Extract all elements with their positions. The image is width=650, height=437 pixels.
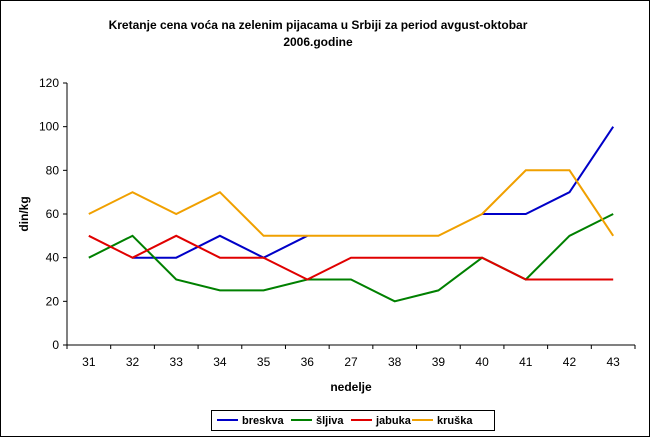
x-axis-label: nedelje xyxy=(330,380,372,394)
legend-label-kruska: kruška xyxy=(437,415,473,427)
series-line-breskva xyxy=(132,126,615,259)
y-tick-label: 100 xyxy=(39,120,59,134)
x-tick-label: 36 xyxy=(301,355,315,369)
x-tick-label: 35 xyxy=(257,355,271,369)
y-axis-label: din/kg xyxy=(17,196,31,231)
legend: breskva šljiva jabuka kruška xyxy=(211,410,495,431)
chart-title-line-1: Kretanje cena voća na zelenim pijacama u… xyxy=(109,18,528,32)
legend-label-sljiva: šljiva xyxy=(316,415,344,427)
y-tick-label: 20 xyxy=(46,294,60,308)
y-tick-label: 120 xyxy=(39,76,59,90)
x-tick-label: 27 xyxy=(344,355,358,369)
legend-label-breskva: breskva xyxy=(242,415,284,427)
x-tick-label: 43 xyxy=(606,355,620,369)
y-tick-label: 80 xyxy=(46,163,60,177)
y-axis-ticks: 0 20 40 60 80 100 120 xyxy=(39,76,67,352)
x-tick-label: 31 xyxy=(82,355,96,369)
series-line-jabuka xyxy=(88,234,614,281)
x-tick-label: 33 xyxy=(170,355,184,369)
legend-label-jabuka: jabuka xyxy=(375,415,412,427)
x-axis-ticks: 31 32 33 34 35 36 27 38 39 40 41 42 43 xyxy=(66,345,636,369)
x-tick-label: 34 xyxy=(213,355,227,369)
x-tick-label: 39 xyxy=(432,355,446,369)
chart-title-line-2: 2006.godine xyxy=(283,35,353,49)
x-tick-label: 41 xyxy=(519,355,533,369)
x-tick-label: 40 xyxy=(475,355,489,369)
y-tick-label: 60 xyxy=(46,207,60,221)
series-line-kruska xyxy=(88,169,615,237)
x-tick-label: 32 xyxy=(126,355,140,369)
series-lines xyxy=(88,126,615,303)
y-tick-label: 0 xyxy=(52,338,59,352)
x-tick-label: 38 xyxy=(388,355,402,369)
y-tick-label: 40 xyxy=(46,251,60,265)
x-tick-label: 42 xyxy=(563,355,577,369)
